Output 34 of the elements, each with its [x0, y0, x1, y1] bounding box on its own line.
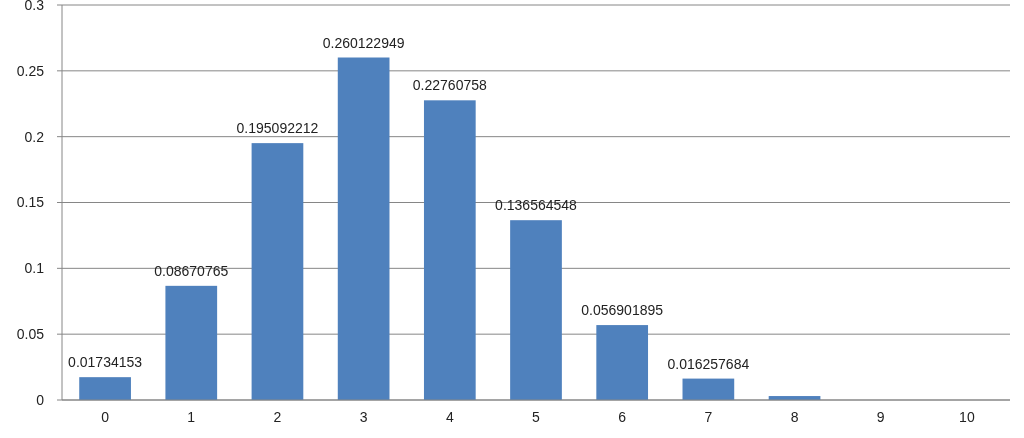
x-tick-label: 5 [532, 409, 541, 425]
bar [596, 325, 649, 400]
y-tick-label: 0.15 [16, 194, 45, 211]
y-tick-label: 0.05 [16, 326, 45, 343]
x-tick-label: 4 [445, 409, 454, 425]
x-tick-label: 8 [790, 409, 799, 425]
bar [510, 220, 562, 400]
x-tick-label: 0 [101, 409, 110, 425]
y-tick-label: 0.1 [24, 260, 45, 277]
data-label: 0.260122949 [322, 34, 405, 51]
bar [79, 377, 131, 400]
data-label: 0.195092212 [236, 120, 319, 137]
x-tick-label: 3 [359, 409, 368, 425]
bar [682, 378, 735, 400]
data-label: 0.056901895 [581, 302, 664, 319]
data-label: 0.08670765 [154, 262, 229, 279]
x-tick-label: 10 [959, 409, 975, 425]
x-tick-label: 6 [618, 409, 627, 425]
data-label: 0.22760758 [412, 77, 488, 94]
x-tick-label: 1 [187, 409, 196, 425]
x-tick-label: 2 [273, 409, 282, 425]
bar [423, 100, 476, 400]
y-tick-label: 0.25 [16, 62, 45, 79]
bar [165, 285, 218, 400]
y-tick-label: 0.3 [24, 0, 45, 13]
data-label: 0.016257684 [667, 355, 750, 372]
bar [337, 57, 390, 400]
bar [251, 143, 304, 400]
x-tick-label: 9 [876, 409, 885, 425]
data-label: 0.01734153 [68, 354, 143, 371]
x-tick-label: 7 [704, 409, 713, 425]
y-tick-label: 0 [36, 391, 45, 408]
y-tick-label: 0.2 [24, 128, 45, 145]
data-label: 0.136564548 [495, 197, 578, 214]
